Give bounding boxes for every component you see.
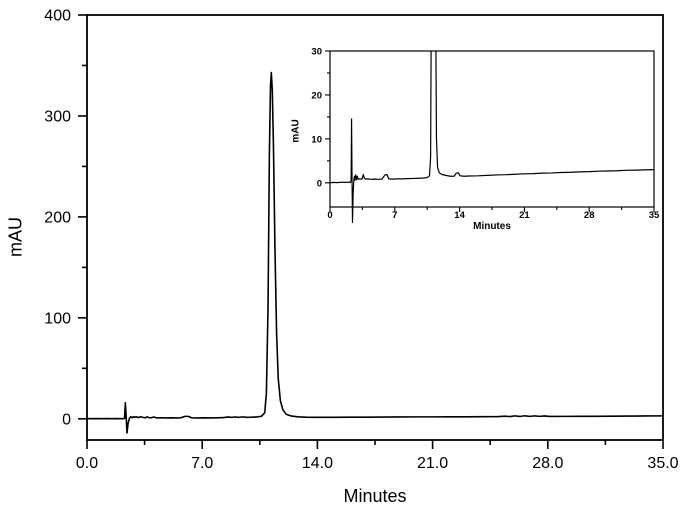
main-x-tick-label: 28.0 (532, 455, 563, 472)
main-y-tick-label: 100 (44, 310, 71, 327)
main-y-tick-label: 0 (62, 411, 71, 428)
inset-x-axis-title: Minutes (473, 221, 511, 232)
main-y-axis-title: mAU (5, 217, 26, 257)
inset-chart: 0 7 14 21 28 35 0 10 20 30 (311, 47, 660, 223)
main-x-tick-label: 35.0 (647, 455, 678, 472)
main-y-tick-label: 200 (44, 209, 71, 226)
inset-y-tick-label: 0 (317, 178, 322, 189)
inset-x-tick-label: 21 (519, 210, 530, 221)
main-trace (86, 71, 664, 434)
inset-x-tick-label: 35 (649, 210, 660, 221)
inset-x-tick-label: 0 (327, 210, 332, 221)
inset-axis-box (329, 50, 655, 208)
inset-y-tick-label: 10 (311, 134, 322, 145)
main-x-tick-label: 21.0 (417, 455, 448, 472)
inset-x-tick-label: 14 (454, 210, 465, 221)
main-axis-box (86, 14, 664, 441)
inset-x-tick-label: 7 (392, 210, 397, 221)
main-y-tick-label: 300 (44, 108, 71, 125)
main-x-axis-title: Minutes (343, 486, 407, 506)
inset-y-tick-label: 20 (311, 90, 322, 101)
inset-trace (329, 51, 655, 223)
inset-y-axis-title: mAU (290, 119, 302, 143)
main-y-tick-label: 400 (44, 8, 71, 25)
main-x-tick-label: 0.0 (76, 455, 98, 472)
inset-y-tick-label: 30 (311, 47, 322, 58)
inset-x-tick-label: 28 (584, 210, 595, 221)
main-x-tick-label: 7.0 (191, 455, 213, 472)
main-x-tick-label: 14.0 (302, 455, 333, 472)
